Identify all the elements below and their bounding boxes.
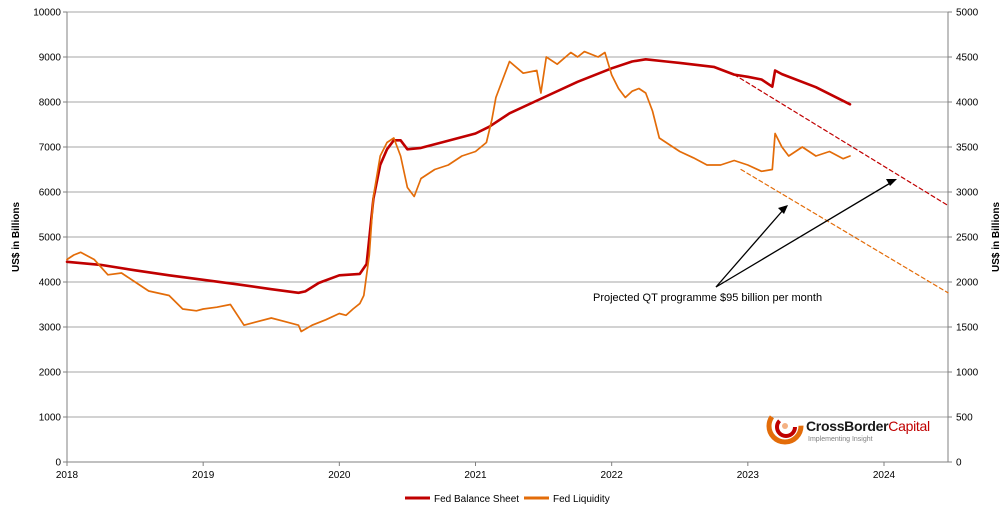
series-fed-balance-sheet [65,57,852,295]
y-left-tick-label: 8000 [39,98,62,109]
projection-liquidity [740,168,949,294]
annotation-arrow-2 [715,181,893,288]
legend-label-liquidity: Fed Liquidity [553,494,610,505]
logo: CrossBorderCapital Implementing Insight [766,407,930,445]
series-lines [65,50,949,333]
y-right-tick-label: 5000 [956,8,979,19]
y-right-tick-label: 2500 [956,233,979,244]
y-left-axis-label: US$ in Billions [11,202,22,272]
y-right-tick-label: 2000 [956,278,979,289]
annotation-text: Projected QT programme $95 billion per m… [593,292,822,304]
y-right-tick-label: 500 [956,413,973,424]
y-left-tick-label: 9000 [39,53,62,64]
logo-tagline: Implementing Insight [808,436,873,443]
annotation-arrowhead-2 [886,179,897,186]
y-right-tick-label: 1500 [956,323,979,334]
series-fed-liquidity [66,50,851,333]
annotation-arrowhead-1 [778,205,788,214]
y-right-tick-label: 3500 [956,143,979,154]
x-tick-label: 2022 [601,470,624,481]
annotation: Projected QT programme $95 billion per m… [593,179,897,304]
x-tick-label: 2020 [328,470,351,481]
y-right-tick-label: 3000 [956,188,979,199]
y-left-tick-label: 3000 [39,323,62,334]
y-left-tick-label: 1000 [39,413,62,424]
legend: Fed Balance Sheet Fed Liquidity [405,494,610,505]
logo-text-part1: CrossBorder [806,418,889,434]
annotation-arrow-1 [715,208,785,288]
y-right-tick-label: 4500 [956,53,979,64]
y-right-tick-label: 4000 [956,98,979,109]
gridlines [67,11,948,463]
x-tick-label: 2018 [56,470,79,481]
y-left-tick-label: 10000 [33,8,61,19]
logo-text-part2: Capital [888,418,930,434]
x-tick-label: 2023 [737,470,760,481]
y-right-axis-label: US$ in Billions [991,202,1002,272]
x-tick-label: 2019 [192,470,215,481]
projection-balance-sheet [733,73,949,207]
crossborder-logo-icon [766,407,804,445]
axes: 0100020003000400050006000700080009000100… [11,8,1002,482]
y-right-tick-label: 0 [956,458,962,469]
y-left-tick-label: 5000 [39,233,62,244]
y-left-tick-label: 0 [55,458,61,469]
legend-label-balance-sheet: Fed Balance Sheet [434,494,519,505]
x-tick-label: 2024 [873,470,896,481]
y-left-tick-label: 2000 [39,368,62,379]
y-left-tick-label: 6000 [39,188,62,199]
y-left-tick-label: 4000 [39,278,62,289]
y-right-tick-label: 1000 [956,368,979,379]
x-tick-label: 2021 [464,470,487,481]
logo-text: CrossBorderCapital [806,418,930,434]
y-left-tick-label: 7000 [39,143,62,154]
